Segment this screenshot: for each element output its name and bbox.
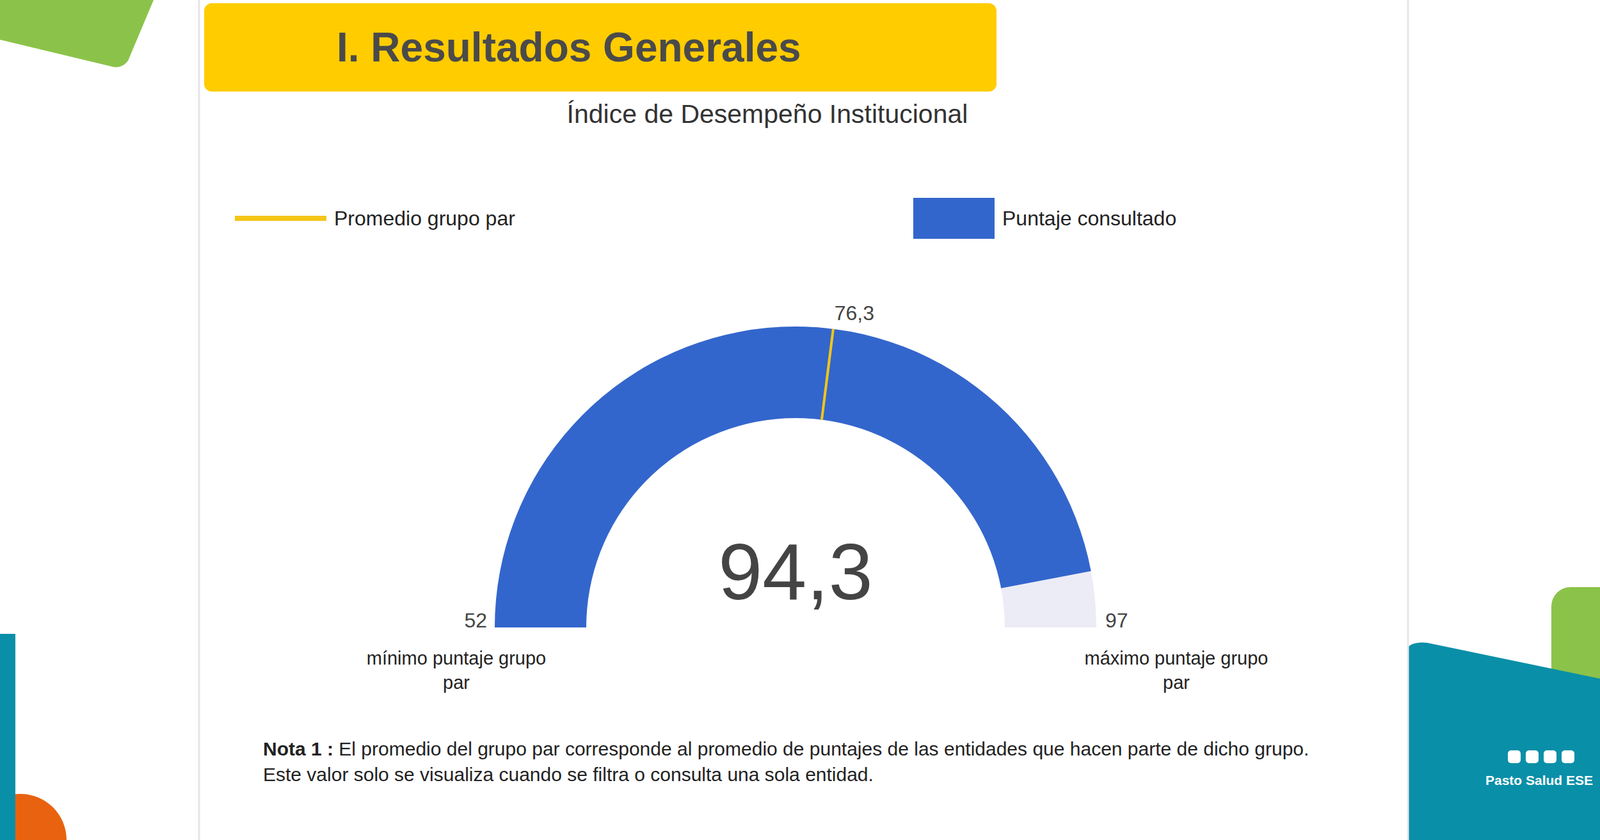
html-text:Puntaje consultado: Puntaje consultado xyxy=(1002,206,1177,230)
html-text:Índice de Desempeño Institucio: Índice de Desempeño Institucional xyxy=(566,99,968,129)
html-text:Nota 1 : El promedio del grupo: Nota 1 : El promedio del grupo par corre… xyxy=(263,737,1310,785)
svg-text:52: 52 xyxy=(464,608,488,632)
svg-text:94,3: 94,3 xyxy=(718,527,873,616)
svg-text:Pasto Salud ESE: Pasto Salud ESE xyxy=(1485,772,1593,788)
html-text:mínimo puntaje grupo par: mínimo puntaje grupo par xyxy=(366,647,547,693)
html-text:I. Resultados Generales: I. Resultados Generales xyxy=(336,24,802,71)
svg-text:76,3: 76,3 xyxy=(834,301,875,325)
svg-text:97: 97 xyxy=(1105,608,1129,632)
html-text:máximo puntaje grupo par: máximo puntaje grupo par xyxy=(1084,647,1269,693)
html-text:Promedio grupo par: Promedio grupo par xyxy=(334,206,516,230)
